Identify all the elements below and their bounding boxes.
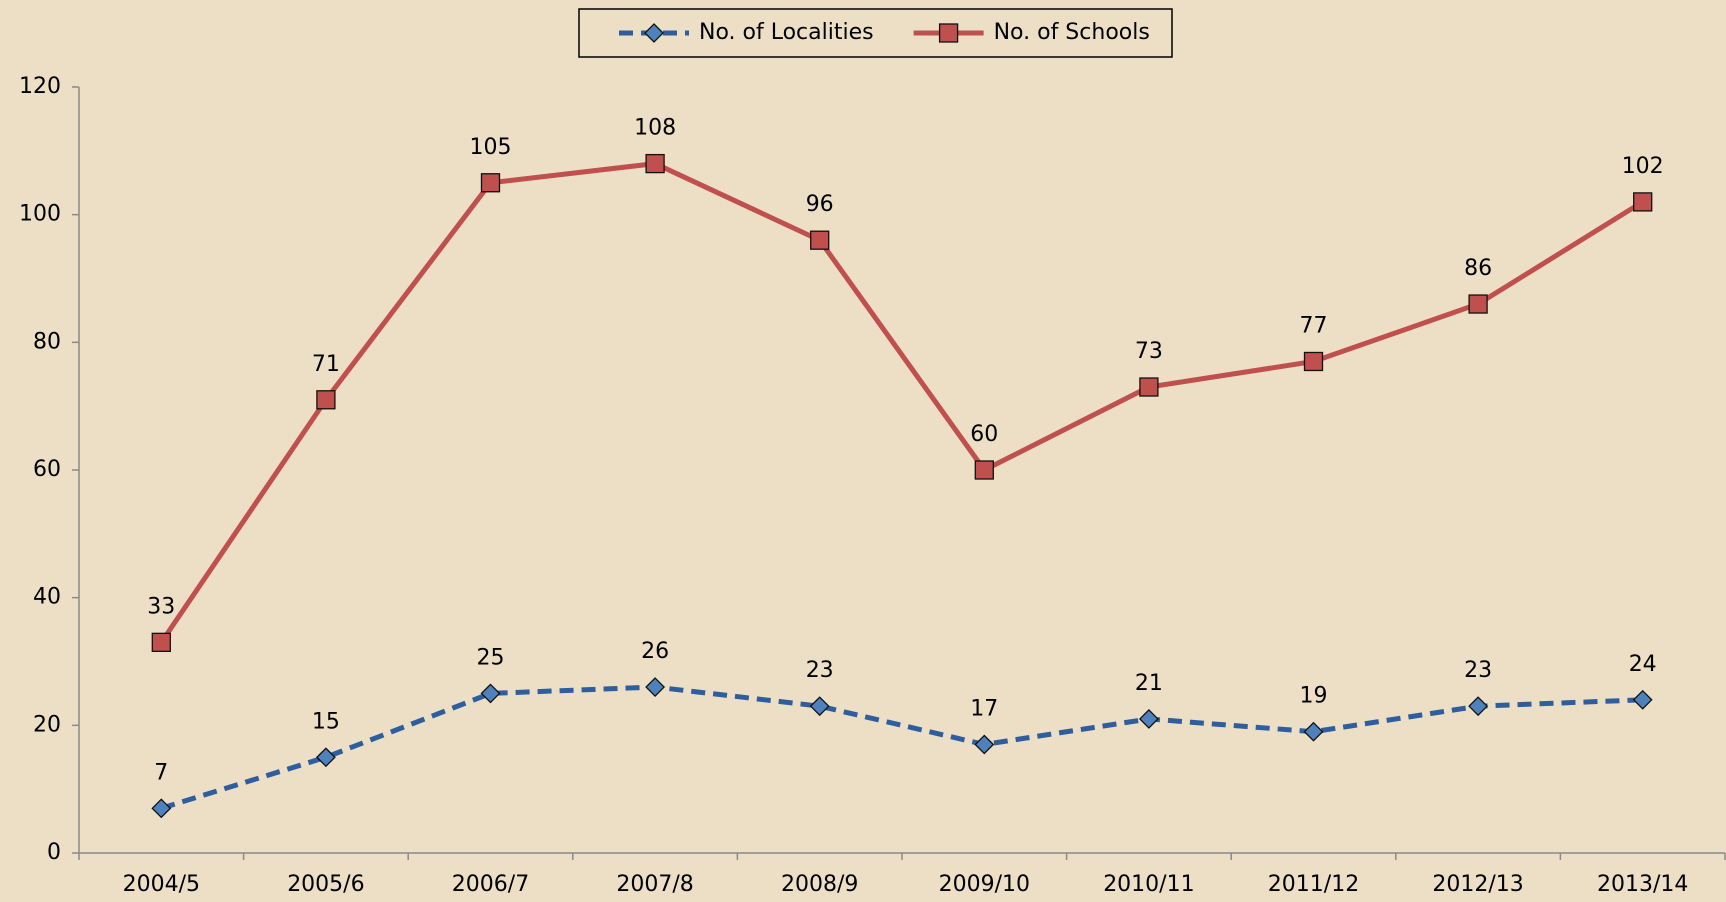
point-marker xyxy=(1138,709,1159,729)
x-tick-label: 2005/6 xyxy=(287,872,364,897)
y-tick-label: 80 xyxy=(33,329,61,354)
y-tick-label: 120 xyxy=(19,74,61,99)
data-label: 86 xyxy=(1464,256,1492,281)
data-label: 96 xyxy=(806,192,834,217)
point-marker xyxy=(974,734,995,755)
point-marker xyxy=(1468,294,1488,314)
data-label: 7 xyxy=(154,760,168,785)
point-marker xyxy=(480,173,501,193)
data-label: 73 xyxy=(1135,339,1163,364)
data-label: 15 xyxy=(312,709,340,734)
y-tick-label: 60 xyxy=(33,457,61,482)
data-label: 60 xyxy=(970,422,998,447)
data-label: 23 xyxy=(1464,658,1492,683)
data-label: 77 xyxy=(1300,313,1328,338)
x-tick-label: 2012/13 xyxy=(1432,872,1523,897)
point-marker xyxy=(1633,192,1653,212)
data-label: 105 xyxy=(470,135,512,160)
series-line xyxy=(160,684,1643,811)
data-label: 102 xyxy=(1622,154,1664,179)
point-marker xyxy=(809,696,830,717)
x-tick-label: 2009/10 xyxy=(939,872,1030,897)
x-tick-label: 2010/11 xyxy=(1103,872,1194,897)
point-marker xyxy=(1632,689,1653,710)
x-tick-label: 2007/8 xyxy=(616,872,693,897)
data-label: 24 xyxy=(1629,652,1657,677)
point-marker xyxy=(645,677,666,697)
point-marker xyxy=(645,153,665,174)
x-tick-label: 2004/5 xyxy=(123,872,200,897)
x-tick-label: 2011/12 xyxy=(1268,872,1359,897)
x-tick-label: 2006/7 xyxy=(452,872,529,897)
data-label: 26 xyxy=(641,639,669,664)
data-label: 23 xyxy=(806,658,834,683)
data-label: 71 xyxy=(312,352,340,377)
x-tick-label: 2008/9 xyxy=(781,872,858,897)
point-marker xyxy=(974,460,994,480)
data-label: 25 xyxy=(477,645,505,670)
legend-marker xyxy=(644,23,664,43)
legend-label: No. of Schools xyxy=(994,20,1150,45)
data-label: 17 xyxy=(970,696,998,721)
x-tick-label: 2013/14 xyxy=(1597,872,1688,897)
point-marker xyxy=(810,230,830,250)
y-tick-label: 40 xyxy=(33,585,61,610)
y-tick-label: 100 xyxy=(19,202,61,227)
data-label: 19 xyxy=(1300,684,1328,709)
y-tick-label: 20 xyxy=(33,712,61,737)
legend-label: No. of Localities xyxy=(699,20,874,45)
point-marker xyxy=(1303,721,1324,742)
legend-marker xyxy=(938,23,959,43)
point-marker xyxy=(1468,696,1489,717)
legend-box xyxy=(578,8,1173,58)
point-marker xyxy=(1139,377,1159,397)
y-tick-label: 0 xyxy=(47,840,61,865)
point-marker xyxy=(151,632,171,652)
series-line xyxy=(159,161,1645,644)
data-label: 33 xyxy=(147,594,175,619)
point-marker xyxy=(315,747,336,768)
data-label: 21 xyxy=(1135,671,1163,696)
point-marker xyxy=(1303,351,1324,372)
data-label: 108 xyxy=(634,116,676,141)
point-marker xyxy=(316,390,336,410)
point-marker xyxy=(480,683,501,704)
point-marker xyxy=(151,798,172,819)
